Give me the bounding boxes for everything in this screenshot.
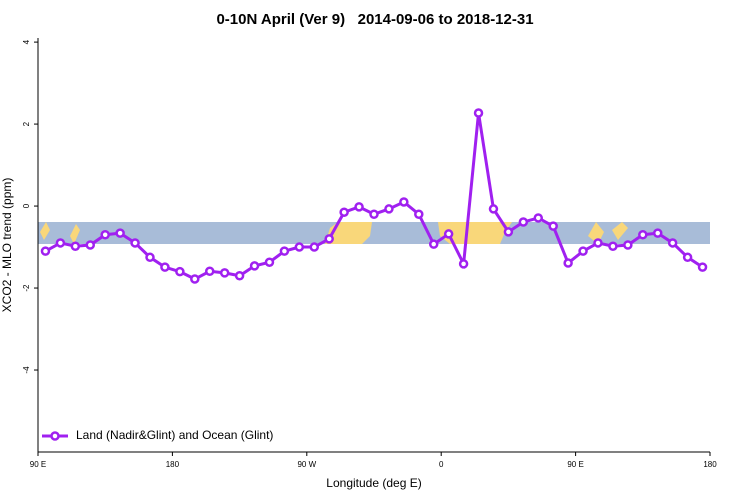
point [190, 274, 200, 284]
point [488, 204, 499, 214]
y-tick-label: 0 [22, 203, 31, 208]
point [219, 268, 230, 278]
legend-label: Land (Nadir&Glint) and Ocean (Glint) [76, 428, 273, 442]
y-tick-label: -2 [22, 284, 31, 292]
point [414, 209, 424, 220]
x-tick-label: 90 W [297, 460, 316, 469]
point [160, 262, 170, 272]
point [100, 230, 110, 240]
point [667, 238, 678, 248]
point [204, 266, 215, 276]
land-patch [612, 222, 628, 240]
point [249, 261, 260, 271]
point [55, 238, 66, 248]
land-patch [438, 222, 512, 244]
land-patch [40, 222, 50, 240]
point [399, 197, 409, 207]
point [85, 240, 96, 250]
point [593, 238, 603, 248]
x-axis-label: Longitude (deg E) [326, 476, 421, 490]
x-tick-label: 90 E [567, 460, 583, 469]
chart-title: 0-10N April (Ver 9) 2014-09-06 to 2018-1… [216, 11, 533, 28]
point [234, 270, 245, 281]
point [563, 258, 573, 268]
point [697, 262, 708, 272]
point [40, 246, 51, 256]
point [294, 242, 305, 252]
point [608, 241, 618, 251]
point [279, 246, 290, 256]
point [145, 252, 155, 263]
series-line [44, 112, 704, 281]
ocean-band [38, 222, 710, 244]
point [682, 252, 693, 263]
point [638, 230, 648, 240]
point [339, 207, 349, 217]
y-axis-label: XCO2 - MLO trend (ppm) [0, 178, 14, 313]
point [533, 213, 544, 223]
x-tick-label: 90 E [30, 460, 46, 469]
point [309, 242, 320, 252]
point [458, 259, 469, 269]
point [518, 217, 529, 227]
y-tick-label: -4 [22, 366, 31, 374]
y-tick-label: 2 [22, 121, 31, 126]
x-tick-label: 180 [166, 460, 180, 469]
point [623, 240, 633, 250]
y-tick-label: 4 [22, 39, 31, 44]
x-tick-label: 180 [703, 460, 717, 469]
point [264, 257, 275, 267]
point [548, 221, 558, 231]
point [503, 227, 514, 237]
point [578, 246, 588, 256]
legend-marker [50, 431, 60, 441]
point [428, 239, 439, 249]
x-tick-label: 0 [439, 460, 444, 469]
point [175, 266, 185, 277]
point [369, 209, 379, 220]
point [652, 228, 663, 238]
land-patch [70, 224, 80, 244]
point [443, 229, 454, 239]
point [324, 234, 334, 244]
point [115, 228, 125, 238]
point [354, 202, 364, 212]
point [70, 241, 81, 251]
point [473, 108, 484, 118]
land-patch [588, 222, 604, 244]
point [384, 204, 394, 214]
point [130, 238, 140, 248]
